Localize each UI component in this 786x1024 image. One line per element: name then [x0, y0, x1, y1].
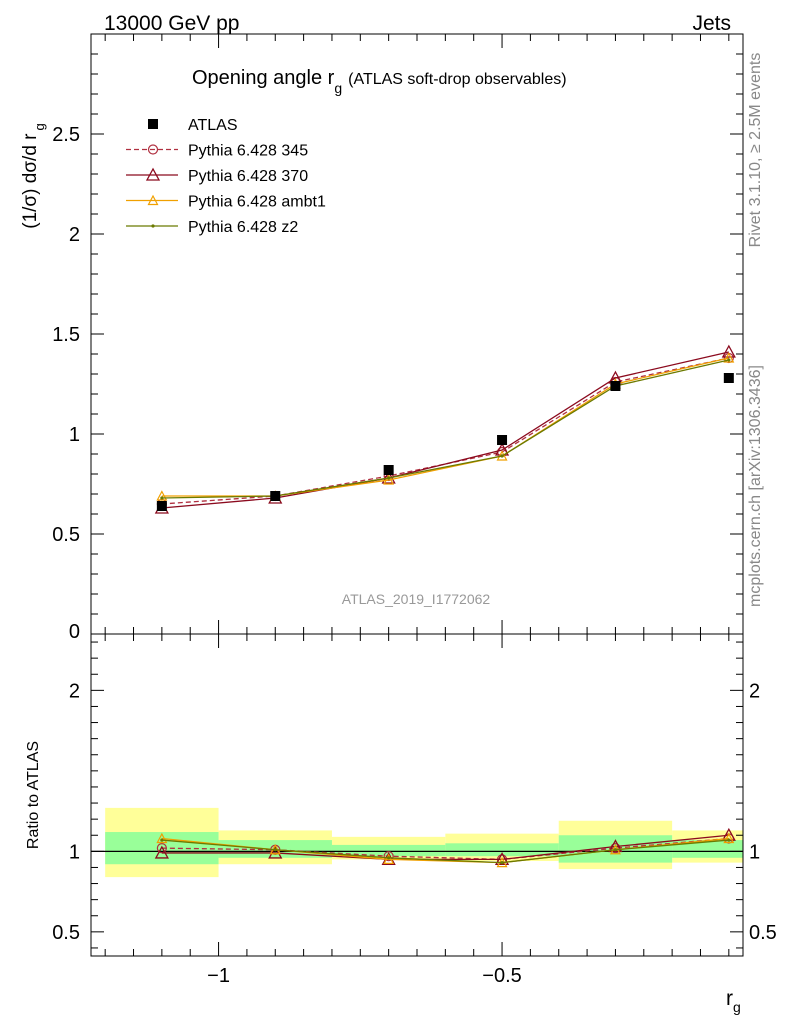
main-series-2-point-5 [723, 352, 735, 363]
ratio-inner-band-2 [331, 844, 446, 857]
ratio-series-line-3 [161, 839, 729, 864]
ratio-series-line-1 [161, 834, 729, 861]
ratio-series-3-point-1 [273, 848, 277, 852]
x-axis-label: rg [726, 987, 741, 1015]
main-series-line-2 [161, 357, 729, 497]
ratio-series-2-point-2 [383, 853, 395, 865]
legend-marker-4 [151, 224, 155, 228]
atlas-data-point-3 [497, 435, 508, 445]
ratio-panel: 0.5 0.5 1 1 2 2 −1 −0.5 Ratio to ATLAS rg [25, 633, 777, 1015]
main-series-2-point-3 [496, 450, 508, 461]
ratio-series-3-point-5 [727, 838, 731, 842]
main-y-tick-label: 1.5 [52, 324, 80, 346]
mcplots-label: mcplots.cern.ch [arXiv:1306.3436] [747, 365, 764, 607]
atlas-data-point-5 [723, 373, 734, 383]
ratio-series-3-point-3 [500, 861, 504, 865]
ratio-series-2-point-0 [156, 832, 168, 844]
ratio-series-3-point-4 [613, 848, 618, 852]
legend-marker-2 [145, 167, 161, 181]
legend-label-2: Pythia 6.428 370 [188, 168, 308, 185]
main-series-line-3 [161, 359, 729, 499]
header-left: 13000 GeV pp [104, 12, 239, 35]
ratio-y-tick-label-right: 1 [749, 841, 760, 863]
analysis-watermark: ATLAS_2019_I1772062 [342, 591, 491, 607]
main-title: Opening angle rg (ATLAS soft-drop observa… [192, 67, 567, 96]
main-series-1-point-5 [721, 344, 736, 358]
ratio-series-3-point-2 [387, 856, 391, 860]
main-series-3-point-2 [387, 476, 391, 480]
ratio-y-tick-label: 1 [69, 841, 80, 863]
ratio-y-axis-label: Ratio to ATLAS [25, 741, 42, 849]
main-series-line-0 [161, 357, 729, 505]
main-series-3-point-3 [500, 454, 504, 458]
main-y-tick-label: 2 [69, 224, 80, 246]
atlas-data-point-4 [610, 381, 621, 391]
legend-label-4: Pythia 6.428 z2 [188, 219, 298, 236]
ratio-series-1-point-3 [494, 852, 510, 866]
main-y-tick-label: 1 [69, 424, 80, 446]
header-right: Jets [692, 12, 731, 35]
ratio-inner-band-5 [672, 840, 743, 858]
main-series-2-point-0 [156, 490, 168, 501]
legend-label-1: Pythia 6.428 345 [188, 143, 308, 160]
ratio-panel-frame [90, 633, 744, 957]
legend-marker-1 [147, 144, 159, 155]
main-series-3-point-5 [727, 358, 731, 362]
main-y-axis-label: (1/σ) dσ/d rg [20, 123, 47, 229]
ratio-y-tick-label-right: 0.5 [749, 922, 777, 944]
ratio-series-1-point-1 [268, 845, 283, 859]
ratio-series-3-point-0 [160, 838, 164, 842]
legend-label-0: ATLAS [188, 117, 238, 134]
ratio-series-line-0 [161, 837, 729, 861]
x-tick-label: −0.5 [482, 965, 521, 987]
atlas-data-point-1 [270, 491, 281, 501]
ratio-y-tick-label-right: 2 [749, 680, 760, 702]
atlas-data-point-0 [156, 501, 167, 511]
rivet-label: Rivet 3.1.10, ≥ 2.5M events [747, 53, 764, 248]
main-series-2-point-2 [383, 474, 395, 485]
ratio-series-0-point-2 [383, 851, 394, 862]
ratio-inner-band-3 [445, 843, 559, 857]
ratio-series-1-point-0 [154, 845, 169, 859]
atlas-data-point-2 [383, 465, 394, 475]
main-y-tick-label-zero: 0 [69, 621, 80, 643]
main-y-tick-label: 0.5 [52, 524, 80, 546]
ratio-y-tick-label: 0.5 [52, 922, 80, 944]
legend-marker-0 [148, 119, 158, 129]
ratio-series-2-point-5 [723, 832, 735, 844]
main-series-3-point-0 [160, 496, 164, 500]
main-series-line-1 [161, 351, 729, 509]
main-y-tick-label: 2.5 [52, 124, 80, 146]
main-panel: 0.5 1 1.5 2 2.5 0 Opening angle rg (ATLAS soft… [20, 33, 744, 643]
legend-label-3: Pythia 6.428 ambt1 [188, 194, 326, 211]
ratio-y-tick-label: 2 [69, 680, 80, 702]
legend: ATLAS Pythia 6.428 345 Pythia 6.428 370 Pyt… [126, 117, 326, 236]
legend-marker-3 [147, 194, 159, 206]
ratio-series-1-point-4 [608, 839, 623, 853]
x-tick-label: −1 [207, 965, 230, 987]
